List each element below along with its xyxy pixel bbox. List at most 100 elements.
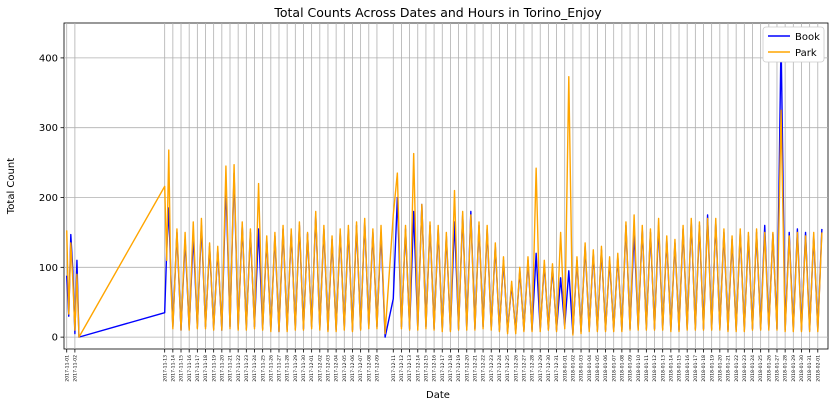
x-tick-label: 2017-11-17 [195,355,201,382]
x-tick-label: 2017-11-28 [285,355,291,382]
x-tick-label: 2017-12-15 [424,355,430,382]
x-tick-label: 2018-01-05 [595,355,601,382]
x-tick-label: 2017-12-27 [521,355,527,382]
x-tick-label: 2017-12-29 [538,355,544,382]
x-tick-label: 2018-01-02 [570,355,576,382]
legend-label-book: Book [795,32,820,43]
x-tick-label: 2018-01-28 [783,355,789,382]
x-tick-label: 2017-12-05 [342,355,348,382]
x-tick-label: 2018-01-17 [693,355,699,382]
x-tick-label: 2017-11-24 [252,355,258,382]
x-tick-label: 2017-11-18 [203,355,209,382]
x-tick-label: 2018-01-09 [628,355,634,382]
grid [64,23,828,349]
x-tick-label: 2018-01-10 [636,355,642,382]
x-tick-label: 2018-01-01 [562,355,568,382]
x-tick-label: 2017-12-07 [358,355,364,382]
x-tick-label: 2017-12-19 [456,355,462,382]
x-tick-label: 2017-11-02 [72,355,78,382]
y-axis-label: Total Count [6,158,17,215]
x-tick-label: 2017-12-28 [530,355,536,382]
y-tick-label: 400 [39,53,58,64]
x-tick-label: 2018-01-24 [750,355,756,382]
x-tick-label: 2017-12-06 [350,355,356,382]
x-tick-label: 2017-11-15 [179,355,185,382]
x-tick-label: 2017-12-16 [432,355,438,382]
x-tick-label: 2017-12-08 [366,355,372,382]
x-tick-label: 2018-01-04 [587,355,593,382]
x-tick-label: 2017-11-30 [301,355,307,382]
x-tick-label: 2017-11-13 [162,355,168,382]
x-tick-label: 2017-12-14 [415,355,421,382]
x-tick-label: 2017-12-20 [464,355,470,382]
x-axis-ticks: 2017-11-01 2017-11-02 2017-11-13 2017-11-14… [64,349,821,382]
y-axis-ticks: 0 100 200 300 400 [39,53,64,344]
x-tick-label: 2018-01-29 [791,355,797,382]
x-tick-label: 2017-11-14 [170,355,176,382]
x-tick-label: 2018-01-11 [644,355,650,382]
x-tick-label: 2018-01-31 [807,355,813,382]
y-tick-label: 200 [39,193,58,204]
x-tick-label: 2017-12-11 [391,355,397,382]
legend-label-park: Park [795,48,817,59]
x-tick-label: 2018-01-21 [726,355,732,382]
x-tick-label: 2018-01-19 [709,355,715,382]
chart-title: Total Counts Across Dates and Hours in T… [273,5,602,20]
y-tick-label: 300 [39,123,58,134]
x-tick-label: 2017-12-12 [399,355,405,382]
x-tick-label: 2018-01-26 [766,355,772,382]
series-line-park [66,76,823,338]
x-tick-label: 2018-01-14 [668,355,674,382]
x-tick-label: 2017-11-26 [268,355,274,382]
x-tick-label: 2017-11-21 [228,355,234,382]
x-tick-label: 2018-01-07 [611,355,617,382]
x-tick-label: 2018-01-06 [603,355,609,382]
x-tick-label: 2017-12-30 [546,355,552,382]
x-tick-label: 2018-01-27 [775,355,781,382]
x-tick-label: 2017-12-24 [497,355,503,382]
y-tick-label: 100 [39,263,58,274]
x-tick-label: 2017-11-16 [187,355,193,382]
x-tick-label: 2018-01-13 [660,355,666,382]
x-tick-label: 2018-01-03 [579,355,585,382]
x-tick-label: 2017-12-02 [317,355,323,382]
series-lines [66,38,823,338]
x-tick-label: 2017-11-19 [211,355,217,382]
x-tick-label: 2017-11-23 [244,355,250,382]
x-tick-label: 2018-01-12 [652,355,658,382]
x-tick-label: 2018-01-25 [758,355,764,382]
x-tick-label: 2018-01-08 [619,355,625,382]
x-tick-label: 2017-12-25 [505,355,511,382]
x-tick-label: 2017-12-01 [309,355,315,382]
x-tick-label: 2017-11-01 [64,355,70,382]
x-tick-label: 2017-12-26 [513,355,519,382]
x-axis-label: Date [426,390,450,401]
x-tick-label: 2017-11-29 [293,355,299,382]
x-tick-label: 2018-01-15 [677,355,683,382]
x-tick-label: 2017-11-27 [277,355,283,382]
x-tick-label: 2018-01-30 [799,355,805,382]
x-tick-label: 2017-12-09 [375,355,381,382]
x-tick-label: 2017-12-04 [334,355,340,382]
x-tick-label: 2017-12-18 [448,355,454,382]
x-tick-label: 2018-02-01 [815,355,821,382]
x-tick-label: 2017-12-17 [440,355,446,382]
legend: Book Park [762,26,825,63]
x-tick-label: 2018-01-18 [701,355,707,382]
x-tick-label: 2017-11-20 [219,355,225,382]
x-tick-label: 2017-12-31 [554,355,560,382]
x-tick-label: 2018-01-20 [717,355,723,382]
x-tick-label: 2017-12-22 [481,355,487,382]
plot-area [63,22,829,350]
x-tick-label: 2017-12-13 [407,355,413,382]
y-tick-label: 0 [52,333,58,344]
x-tick-label: 2018-01-16 [685,355,691,382]
x-tick-label: 2017-12-23 [489,355,495,382]
x-tick-label: 2017-11-25 [260,355,266,382]
x-tick-label: 2017-12-21 [473,355,479,382]
x-tick-label: 2017-11-22 [236,355,242,382]
x-tick-label: 2017-12-03 [326,355,332,382]
x-tick-label: 2018-01-23 [742,355,748,382]
x-tick-label: 2018-01-22 [734,355,740,382]
